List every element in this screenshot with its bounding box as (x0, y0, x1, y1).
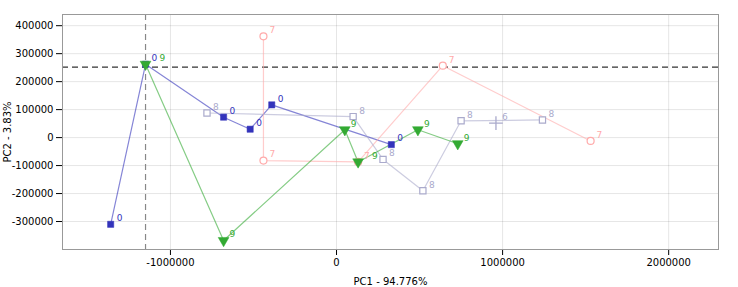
svg-text:0: 0 (117, 213, 123, 223)
svg-text:PC2 - 3.83%: PC2 - 3.83% (2, 101, 13, 162)
svg-text:-200000: -200000 (12, 188, 54, 199)
svg-text:0: 0 (230, 106, 236, 116)
svg-text:0: 0 (152, 53, 158, 63)
svg-text:8: 8 (359, 105, 365, 115)
svg-text:100000: 100000 (15, 104, 53, 115)
svg-text:PC1 - 94.776%: PC1 - 94.776% (354, 276, 428, 287)
svg-text:2000000: 2000000 (646, 257, 691, 268)
svg-text:0: 0 (333, 257, 339, 268)
svg-text:9: 9 (464, 133, 470, 143)
svg-text:0: 0 (397, 133, 403, 143)
svg-text:9: 9 (230, 229, 236, 239)
svg-text:8: 8 (548, 109, 554, 119)
svg-text:9: 9 (372, 151, 378, 161)
svg-text:200000: 200000 (15, 76, 53, 87)
svg-text:6: 6 (502, 112, 508, 122)
svg-text:9: 9 (424, 119, 430, 129)
svg-text:7: 7 (269, 149, 275, 159)
svg-text:-300000: -300000 (12, 216, 54, 227)
svg-text:8: 8 (213, 102, 219, 112)
svg-text:8: 8 (389, 148, 395, 158)
svg-text:400000: 400000 (15, 20, 53, 31)
svg-text:8: 8 (429, 180, 435, 190)
svg-text:0: 0 (256, 118, 262, 128)
svg-text:-1000000: -1000000 (146, 257, 194, 268)
svg-text:0: 0 (278, 94, 284, 104)
svg-text:7: 7 (449, 55, 455, 65)
svg-text:7: 7 (597, 130, 603, 140)
svg-text:300000: 300000 (15, 48, 53, 59)
svg-text:0: 0 (47, 132, 53, 143)
svg-text:8: 8 (467, 110, 473, 120)
svg-text:1000000: 1000000 (480, 257, 525, 268)
svg-text:9: 9 (160, 53, 166, 63)
svg-text:9: 9 (351, 119, 357, 129)
svg-text:7: 7 (364, 151, 370, 161)
svg-text:-100000: -100000 (12, 160, 54, 171)
svg-text:7: 7 (269, 25, 275, 35)
